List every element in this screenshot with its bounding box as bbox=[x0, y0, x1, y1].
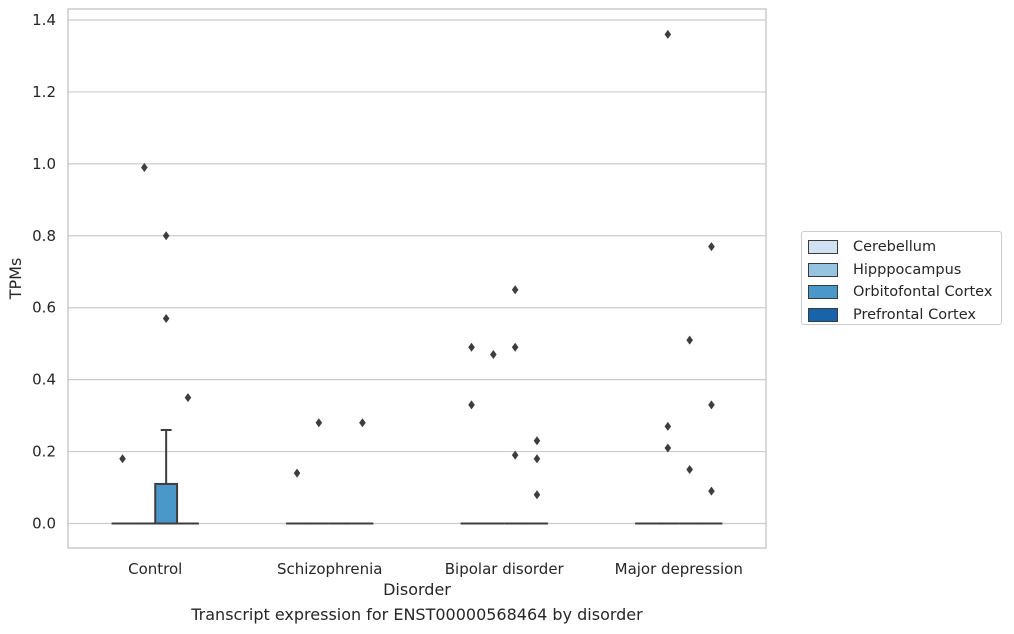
outlier-point bbox=[468, 342, 475, 352]
outlier-point bbox=[664, 29, 672, 39]
outlier-point bbox=[119, 454, 126, 464]
y-tick-label: 0.4 bbox=[32, 371, 56, 389]
legend-label: Orbitofontal Cortex bbox=[853, 284, 993, 301]
box bbox=[154, 482, 179, 525]
legend-item: Orbitofontal Cortex bbox=[802, 281, 1001, 304]
outlier-point bbox=[162, 231, 170, 241]
x-tick-label: Bipolar disorder bbox=[445, 560, 565, 578]
legend-label: Cerebellum bbox=[853, 239, 937, 256]
y-tick-label: 0.0 bbox=[32, 515, 56, 533]
outlier-point bbox=[511, 285, 519, 295]
outlier-point bbox=[664, 443, 672, 453]
outlier-point bbox=[511, 342, 519, 352]
legend-item: Cerebellum bbox=[802, 236, 1001, 259]
x-axis-label: Disorder bbox=[383, 580, 451, 599]
outlier-point bbox=[293, 468, 301, 478]
outlier-point bbox=[315, 418, 323, 428]
outlier-point bbox=[162, 314, 170, 324]
y-tick-label: 1.2 bbox=[32, 83, 56, 101]
y-tick-label: 0.2 bbox=[32, 443, 56, 461]
outlier-point bbox=[533, 436, 541, 446]
legend-label: Hipppocampus bbox=[853, 261, 962, 278]
x-tick-label: Control bbox=[128, 560, 182, 578]
outlier-point bbox=[708, 486, 715, 496]
y-tick-label: 0.6 bbox=[32, 299, 56, 317]
outlier-point bbox=[468, 400, 475, 410]
legend-item: Prefrontal Cortex bbox=[802, 304, 1001, 327]
outlier-point bbox=[533, 454, 541, 464]
outlier-point bbox=[664, 421, 672, 431]
chart-caption: Transcript expression for ENST0000056846… bbox=[191, 605, 643, 624]
legend-label: Prefrontal Cortex bbox=[853, 306, 976, 323]
outlier-point bbox=[686, 465, 693, 475]
outlier-point bbox=[708, 400, 715, 410]
legend-item: Hipppocampus bbox=[802, 259, 1001, 282]
legend-swatch bbox=[808, 240, 838, 255]
outlier-point bbox=[511, 450, 519, 460]
y-tick-label: 0.8 bbox=[32, 227, 56, 245]
outlier-point bbox=[490, 349, 497, 359]
x-tick-label: Schizophrenia bbox=[277, 560, 382, 578]
outlier-point bbox=[708, 242, 715, 252]
outlier-point bbox=[359, 418, 366, 428]
y-tick-label: 1.4 bbox=[32, 11, 56, 29]
outlier-point bbox=[533, 490, 541, 500]
outlier-point bbox=[184, 393, 192, 403]
y-axis-label: TPMs bbox=[6, 258, 25, 301]
outlier-point bbox=[141, 162, 148, 172]
legend-swatch bbox=[808, 262, 838, 277]
legend-swatch bbox=[808, 285, 838, 300]
legend: Cerebellum Hipppocampus Orbitofontal Corte… bbox=[801, 231, 1002, 325]
outlier-point bbox=[686, 335, 693, 345]
legend-swatch bbox=[808, 307, 838, 322]
x-tick-label: Major depression bbox=[615, 560, 743, 578]
plot-frame bbox=[67, 8, 767, 549]
y-tick-label: 1.0 bbox=[32, 155, 56, 173]
